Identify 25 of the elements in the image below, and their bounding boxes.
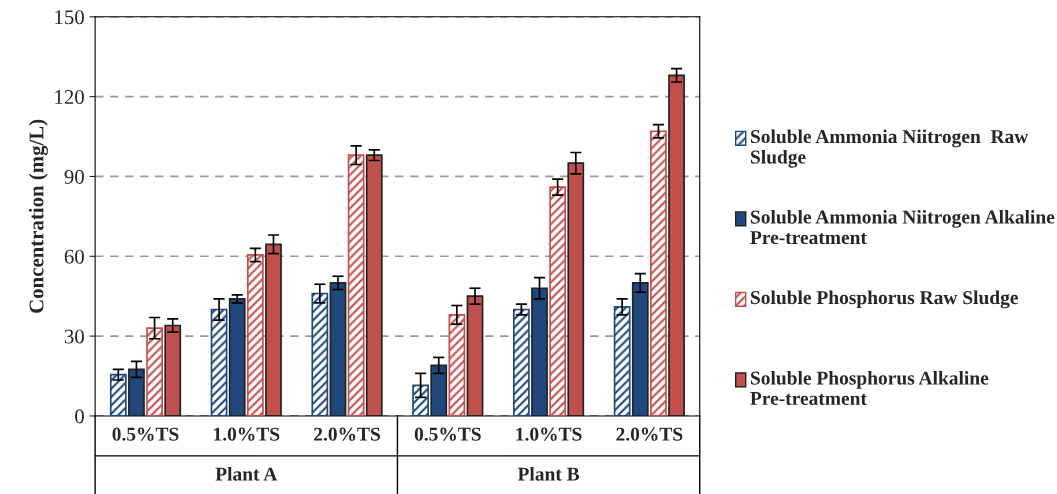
x-tick-label: 0.5%TS <box>414 427 481 441</box>
bar <box>329 282 347 416</box>
bar <box>210 308 228 416</box>
text: Plant B <box>517 467 580 481</box>
y-tick-label: 30 <box>64 329 84 344</box>
legend-label: Soluble Ammonia Niitrogen Alkaline Pre-treatment <box>750 209 1055 245</box>
y-axis-title: Concentration (mg/L) <box>28 119 48 313</box>
x-tick-label: 2.0%TS <box>314 427 380 441</box>
y-tick-label: 60 <box>64 249 84 264</box>
x-tick-label: 0.5%TS <box>112 427 179 441</box>
y-tick-label: 120 <box>55 90 84 105</box>
bar <box>448 313 466 416</box>
y-tick-label: 150 <box>55 10 84 25</box>
bar <box>466 295 484 416</box>
bar <box>228 298 246 416</box>
legend-label: Soluble Phosphorus Alkaline Pre-treatment <box>750 370 989 406</box>
legend-label: Soluble Phosphorus Raw Sludge <box>750 290 1018 309</box>
y-tick-label: 0 <box>75 409 84 424</box>
text: Plant A <box>215 467 278 481</box>
x-tick-label: 1.0%TS <box>214 427 280 441</box>
legend-label: Soluble Ammonia Niitrogen Raw Sludge <box>750 129 1029 168</box>
y-tick-label: 90 <box>64 169 84 184</box>
x-tick-label: 2.0%TS <box>616 427 683 441</box>
x-tick-label: 1.0%TS <box>516 427 582 441</box>
bar <box>311 292 329 416</box>
